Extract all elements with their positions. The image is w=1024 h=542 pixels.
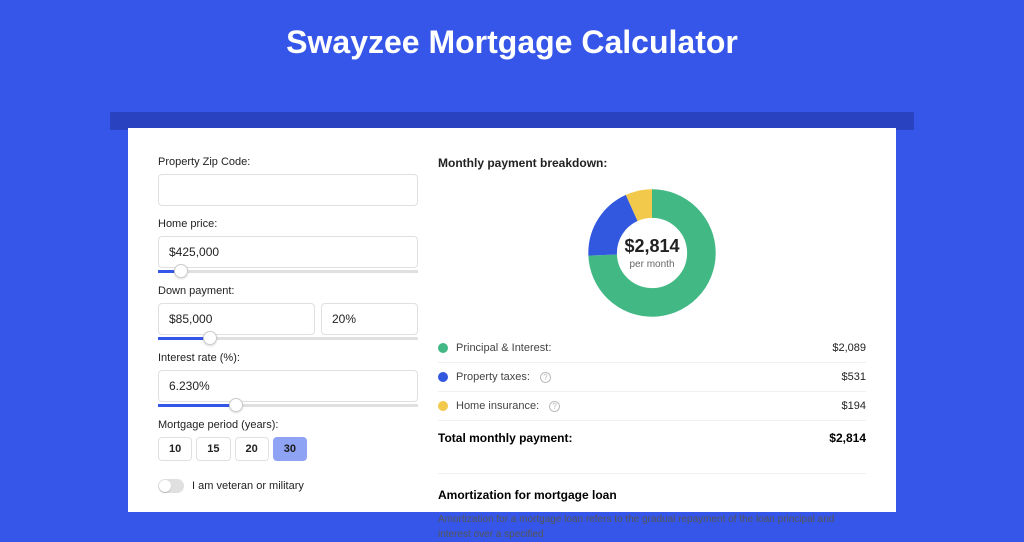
period-options: 10152030 — [158, 437, 418, 461]
veteran-label: I am veteran or military — [192, 480, 304, 492]
down-payment-amount-input[interactable] — [158, 303, 315, 335]
home-price-input[interactable] — [158, 236, 418, 268]
zip-label: Property Zip Code: — [158, 156, 418, 168]
down-payment-slider[interactable] — [158, 337, 418, 340]
legend-dot-icon — [438, 372, 448, 382]
legend-value: $2,089 — [832, 342, 866, 354]
interest-slider[interactable] — [158, 404, 418, 407]
payment-donut-chart: $2,814 per month — [587, 188, 717, 318]
page-title: Swayzee Mortgage Calculator — [0, 0, 1024, 81]
info-icon[interactable]: ? — [549, 401, 560, 412]
period-option-10[interactable]: 10 — [158, 437, 192, 461]
donut-center-sub: per month — [624, 259, 679, 270]
down-payment-label: Down payment: — [158, 285, 418, 297]
donut-center-value: $2,814 — [624, 236, 679, 257]
home-price-label: Home price: — [158, 218, 418, 230]
veteran-toggle[interactable] — [158, 479, 184, 493]
period-option-15[interactable]: 15 — [196, 437, 230, 461]
breakdown-legend: Principal & Interest: $2,089 Property taxe… — [438, 334, 866, 420]
legend-dot-icon — [438, 343, 448, 353]
legend-label: Principal & Interest: — [456, 342, 551, 354]
legend-row: Home insurance:? $194 — [438, 391, 866, 420]
calculator-card: Property Zip Code: Home price: Down paym… — [128, 128, 896, 512]
legend-value: $194 — [842, 400, 866, 412]
interest-label: Interest rate (%): — [158, 352, 418, 364]
form-panel: Property Zip Code: Home price: Down paym… — [158, 156, 418, 484]
down-payment-pct-input[interactable] — [321, 303, 418, 335]
amortization-title: Amortization for mortgage loan — [438, 473, 866, 502]
legend-dot-icon — [438, 401, 448, 411]
legend-row: Principal & Interest: $2,089 — [438, 334, 866, 362]
period-option-30[interactable]: 30 — [273, 437, 307, 461]
total-label: Total monthly payment: — [438, 431, 572, 445]
home-price-slider[interactable] — [158, 270, 418, 273]
zip-input[interactable] — [158, 174, 418, 206]
legend-label: Property taxes: — [456, 371, 530, 383]
legend-row: Property taxes:? $531 — [438, 362, 866, 391]
legend-label: Home insurance: — [456, 400, 539, 412]
total-value: $2,814 — [829, 431, 866, 445]
breakdown-panel: Monthly payment breakdown: $2,814 per mo… — [418, 156, 866, 484]
period-option-20[interactable]: 20 — [235, 437, 269, 461]
amortization-text: Amortization for a mortgage loan refers … — [438, 512, 866, 542]
legend-value: $531 — [842, 371, 866, 383]
info-icon[interactable]: ? — [540, 372, 551, 383]
breakdown-title: Monthly payment breakdown: — [438, 156, 866, 170]
interest-input[interactable] — [158, 370, 418, 402]
period-label: Mortgage period (years): — [158, 419, 418, 431]
